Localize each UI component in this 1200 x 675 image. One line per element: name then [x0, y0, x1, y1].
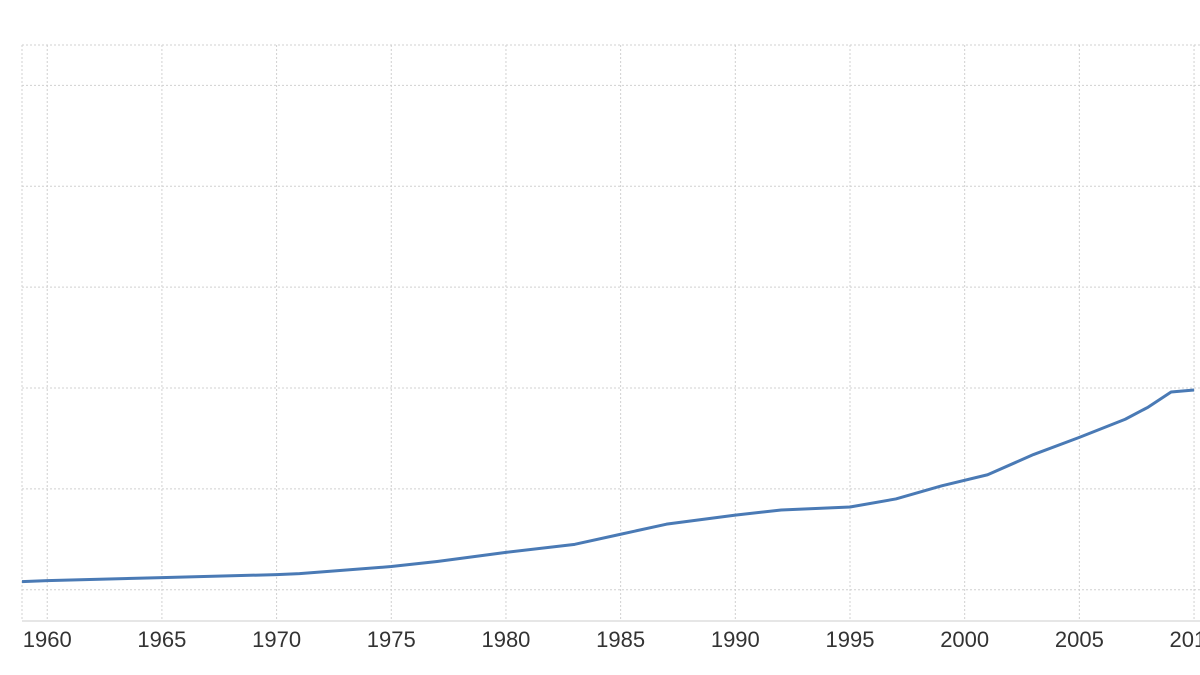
x-tick-label: 1990 [711, 627, 760, 652]
x-tick-label: 1960 [23, 627, 72, 652]
x-tick-label: 2010 [1170, 627, 1200, 652]
x-tick-label: 1995 [826, 627, 875, 652]
x-tick-label: 1975 [367, 627, 416, 652]
x-tick-label: 1985 [596, 627, 645, 652]
x-tick-label: 1970 [252, 627, 301, 652]
x-tick-label: 1980 [481, 627, 530, 652]
data-line [21, 388, 1195, 584]
x-tick-label: 2000 [940, 627, 989, 652]
x-tick-label: 1965 [137, 627, 186, 652]
x-tick-label: 2005 [1055, 627, 1104, 652]
